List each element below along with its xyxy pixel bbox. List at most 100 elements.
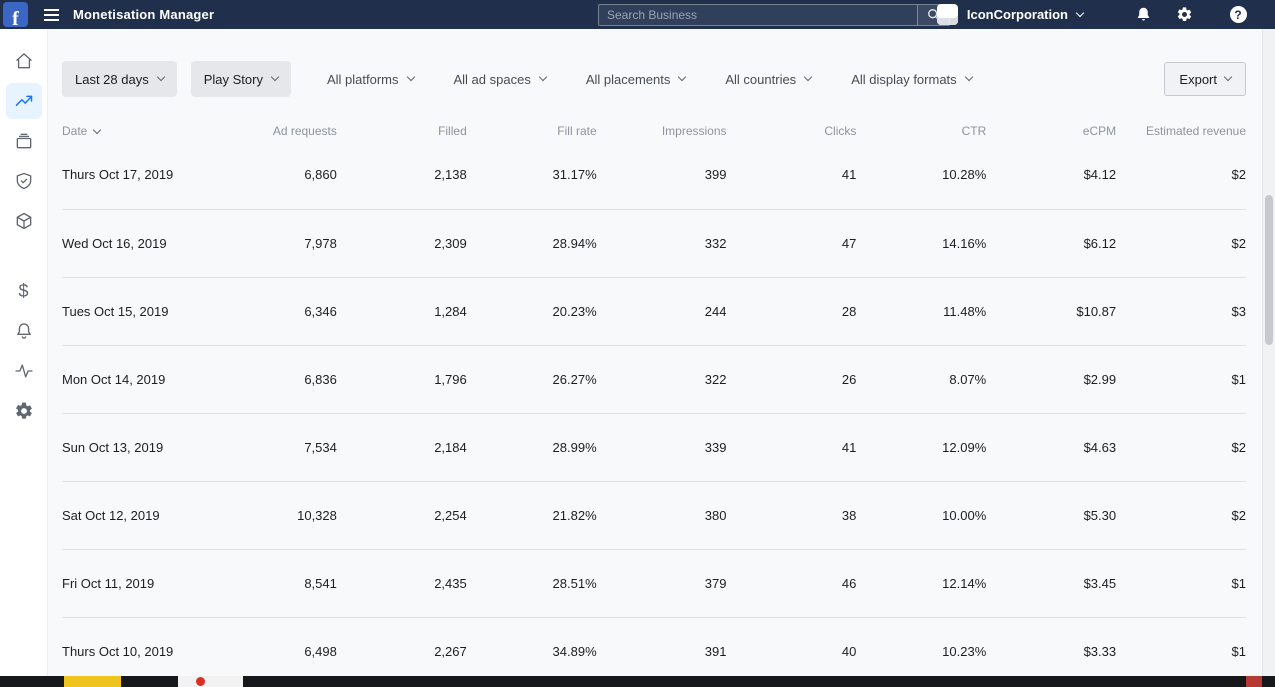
settings-button[interactable] bbox=[1173, 4, 1195, 26]
filter-bar: Last 28 days Play Story All platforms Al… bbox=[62, 61, 1246, 97]
export-button[interactable]: Export bbox=[1164, 62, 1246, 96]
column-header-ecpm[interactable]: eCPM bbox=[1082, 124, 1117, 138]
cell-filled: 2,435 bbox=[434, 575, 467, 591]
cell-date: Thurs Oct 10, 2019 bbox=[62, 643, 174, 659]
table-row[interactable]: Thurs Oct 10, 2019 6,498 2,267 34.89% 39… bbox=[62, 617, 1246, 676]
cell-fill-rate: 28.94% bbox=[552, 235, 597, 251]
cell-clicks: 40 bbox=[841, 643, 857, 659]
column-header-filled[interactable]: Filled bbox=[438, 124, 467, 138]
search-input[interactable] bbox=[599, 5, 917, 25]
cell-date: Mon Oct 14, 2019 bbox=[62, 371, 166, 387]
help-button[interactable]: ? bbox=[1227, 4, 1249, 26]
source-label: Play Story bbox=[203, 71, 263, 87]
cell-filled: 1,796 bbox=[434, 371, 467, 387]
scrollbar-thumb[interactable] bbox=[1265, 195, 1273, 345]
cell-filled: 2,309 bbox=[434, 235, 467, 251]
cell-ad-requests: 6,836 bbox=[304, 371, 337, 387]
cell-ad-requests: 8,541 bbox=[304, 575, 337, 591]
app-title: Monetisation Manager bbox=[73, 7, 215, 22]
table-row[interactable]: Sun Oct 13, 2019 7,534 2,184 28.99% 339 … bbox=[62, 413, 1246, 481]
source-filter[interactable]: Play Story bbox=[190, 61, 291, 97]
cell-date: Thurs Oct 17, 2019 bbox=[62, 167, 174, 183]
cube-icon bbox=[16, 212, 31, 230]
cell-estimated-revenue: $2 bbox=[1231, 439, 1246, 455]
chevron-down-icon bbox=[803, 72, 813, 82]
search-icon bbox=[927, 9, 940, 22]
cell-impressions: 399 bbox=[704, 167, 727, 183]
cell-ctr: 12.14% bbox=[942, 575, 987, 591]
chevron-down-icon bbox=[156, 72, 165, 82]
ad-spaces-filter[interactable]: All ad spaces bbox=[454, 72, 548, 87]
table-row[interactable]: Fri Oct 11, 2019 8,541 2,435 28.51% 379 … bbox=[62, 549, 1246, 617]
column-header-date[interactable]: Date bbox=[62, 121, 207, 141]
catalog-icon bbox=[16, 133, 31, 149]
table-header-row: Date Ad requests Filled Fill rate Impres… bbox=[62, 121, 1246, 141]
search-button[interactable] bbox=[917, 5, 949, 25]
sidebar-item-notifications[interactable] bbox=[6, 313, 42, 349]
sidebar-item-insights[interactable] bbox=[5, 83, 42, 119]
cell-clicks: 41 bbox=[841, 439, 857, 455]
placements-filter[interactable]: All placements bbox=[585, 71, 687, 87]
display-formats-filter[interactable]: All display formats bbox=[851, 72, 973, 87]
chevron-down-icon bbox=[538, 72, 548, 82]
topbar: f Monetisation Manager IconCorporation ? bbox=[0, 0, 1275, 29]
sidebar-item-home[interactable] bbox=[6, 43, 42, 79]
table-row[interactable]: Wed Oct 16, 2019 7,978 2,309 28.94% 332 … bbox=[62, 209, 1246, 277]
cell-estimated-revenue: $2 bbox=[1231, 235, 1246, 251]
cell-ctr: 10.28% bbox=[942, 167, 987, 183]
cell-ctr: 10.23% bbox=[942, 643, 987, 659]
cell-ad-requests: 6,346 bbox=[304, 303, 337, 319]
column-header-ctr[interactable]: CTR bbox=[961, 124, 987, 138]
main-content: Last 28 days Play Story All platforms Al… bbox=[48, 29, 1262, 676]
cell-date: Tues Oct 15, 2019 bbox=[62, 303, 169, 319]
notifications-button[interactable] bbox=[1132, 4, 1154, 26]
column-header-clicks[interactable]: Clicks bbox=[824, 124, 857, 138]
column-header-ad-requests[interactable]: Ad requests bbox=[272, 124, 337, 138]
bell-icon bbox=[16, 323, 31, 339]
sidebar-item-payouts[interactable]: $ bbox=[6, 273, 42, 309]
column-header-impressions[interactable]: Impressions bbox=[661, 124, 727, 138]
vertical-scrollbar[interactable] bbox=[1262, 29, 1275, 676]
chevron-down-icon bbox=[678, 72, 687, 82]
sidebar-item-assets[interactable] bbox=[6, 203, 42, 239]
cell-ecpm: $4.63 bbox=[1083, 439, 1117, 455]
placements-label: All placements bbox=[585, 71, 671, 87]
column-header-estimated-revenue[interactable]: Estimated revenue bbox=[1145, 124, 1246, 138]
column-header-fill-rate[interactable]: Fill rate bbox=[557, 124, 597, 138]
cell-fill-rate: 26.27% bbox=[552, 371, 597, 387]
cell-ad-requests: 6,498 bbox=[304, 643, 337, 659]
cell-filled: 1,284 bbox=[434, 303, 467, 319]
chevron-down-icon bbox=[1075, 8, 1085, 17]
business-avatar bbox=[936, 4, 958, 25]
sort-chevron-icon bbox=[93, 125, 102, 135]
countries-filter[interactable]: All countries bbox=[725, 72, 813, 87]
sidebar-item-settings[interactable] bbox=[6, 393, 42, 429]
platforms-filter[interactable]: All platforms bbox=[327, 72, 415, 87]
shield-check-icon bbox=[16, 172, 31, 190]
cell-ad-requests: 10,328 bbox=[297, 507, 337, 523]
table-row[interactable]: Thurs Oct 17, 2019 6,860 2,138 31.17% 39… bbox=[62, 141, 1246, 209]
table-row[interactable]: Tues Oct 15, 2019 6,346 1,284 20.23% 244… bbox=[62, 277, 1246, 345]
taskbar-segment bbox=[178, 676, 243, 687]
menu-icon[interactable] bbox=[44, 8, 59, 21]
help-icon: ? bbox=[1229, 6, 1247, 23]
table-row[interactable]: Sat Oct 12, 2019 10,328 2,254 21.82% 380… bbox=[62, 481, 1246, 549]
cell-ecpm: $4.12 bbox=[1083, 167, 1117, 183]
cell-clicks: 41 bbox=[841, 167, 857, 183]
cell-clicks: 28 bbox=[841, 303, 857, 319]
facebook-logo[interactable]: f bbox=[3, 2, 28, 29]
cell-date: Fri Oct 11, 2019 bbox=[62, 575, 155, 591]
cell-clicks: 47 bbox=[841, 235, 857, 251]
cell-estimated-revenue: $3 bbox=[1231, 303, 1246, 319]
cell-ad-requests: 6,860 bbox=[304, 167, 337, 183]
date-range-filter[interactable]: Last 28 days bbox=[62, 61, 177, 97]
sidebar-item-activity[interactable] bbox=[6, 353, 42, 389]
chevron-down-icon bbox=[406, 72, 415, 82]
cell-ctr: 14.16% bbox=[942, 235, 987, 251]
table-row[interactable]: Mon Oct 14, 2019 6,836 1,796 26.27% 322 … bbox=[62, 345, 1246, 413]
date-range-label: Last 28 days bbox=[75, 71, 149, 87]
sidebar-item-catalog[interactable] bbox=[6, 123, 42, 159]
cell-ecpm: $2.99 bbox=[1083, 371, 1117, 387]
account-switcher[interactable]: IconCorporation bbox=[936, 4, 1085, 25]
sidebar-item-integrity[interactable] bbox=[6, 163, 42, 199]
